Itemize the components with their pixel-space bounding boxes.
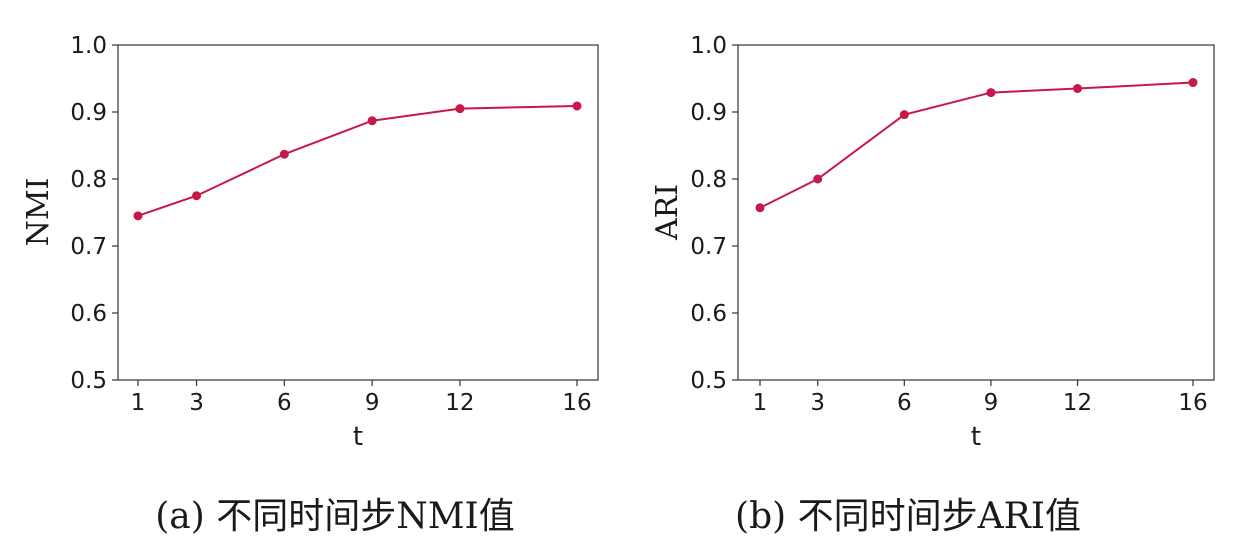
x-tick-label: 1	[131, 390, 146, 416]
y-tick-label: 0.9	[690, 100, 727, 126]
x-tick-label: 12	[445, 390, 474, 416]
data-point	[455, 104, 465, 114]
x-axis: 1 3 6 9 12 16	[131, 380, 592, 416]
data-point	[1073, 84, 1083, 94]
plot-frame	[117, 44, 599, 381]
x-tick-label: 3	[189, 390, 204, 416]
x-tick-label: 12	[1063, 390, 1092, 416]
data-point	[899, 110, 909, 120]
series-points	[755, 78, 1198, 213]
y-tick-label: 0.9	[70, 100, 107, 126]
data-point	[192, 191, 202, 201]
x-tick-label: 16	[562, 390, 591, 416]
y-tick-label: 1.0	[690, 33, 727, 59]
y-tick-label: 0.6	[690, 301, 727, 327]
data-point	[986, 88, 996, 98]
data-point	[813, 174, 823, 184]
x-axis-label: t	[971, 422, 981, 452]
x-axis-label: t	[353, 422, 363, 452]
plot-frame	[737, 44, 1215, 381]
data-point	[755, 203, 765, 213]
y-axis: 0.5 0.6 0.7 0.8 0.9 1.0	[690, 33, 738, 394]
x-tick-label: 6	[277, 390, 292, 416]
chart-panel-b: 0.5 0.6 0.7 0.8 0.9 1.0 1 3 6 9 12 16 t ARI (b) 不同…	[650, 33, 1215, 537]
x-tick-label: 9	[365, 390, 380, 416]
y-axis: 0.5 0.6 0.7 0.8 0.9 1.0	[70, 33, 118, 394]
y-tick-label: 0.7	[70, 234, 107, 260]
y-tick-label: 0.7	[690, 234, 727, 260]
x-tick-label: 9	[984, 390, 999, 416]
series-line	[137, 104, 578, 217]
data-point	[367, 116, 377, 126]
y-tick-label: 0.8	[70, 167, 107, 193]
data-point	[1188, 78, 1198, 88]
x-tick-label: 6	[897, 390, 912, 416]
data-point	[572, 101, 582, 111]
data-point	[279, 149, 289, 159]
y-axis-label: ARI	[650, 184, 685, 241]
series-points	[133, 101, 582, 221]
x-tick-label: 3	[810, 390, 825, 416]
x-axis: 1 3 6 9 12 16	[753, 380, 1208, 416]
series-line	[759, 81, 1194, 209]
data-point	[133, 211, 143, 221]
y-tick-label: 0.5	[70, 368, 107, 394]
y-axis-label: NMI	[21, 178, 56, 247]
chart-caption: (a) 不同时间步NMI值	[155, 496, 515, 537]
chart-caption: (b) 不同时间步ARI值	[735, 496, 1081, 537]
y-tick-label: 0.5	[690, 368, 727, 394]
y-tick-label: 0.6	[70, 301, 107, 327]
chart-panel-a: 0.5 0.6 0.7 0.8 0.9 1.0 1 3 6 9 12 16 t NMI (a) 不同…	[21, 33, 599, 537]
y-tick-label: 1.0	[70, 33, 107, 59]
x-tick-label: 16	[1178, 390, 1207, 416]
y-tick-label: 0.8	[690, 167, 727, 193]
x-tick-label: 1	[753, 390, 768, 416]
